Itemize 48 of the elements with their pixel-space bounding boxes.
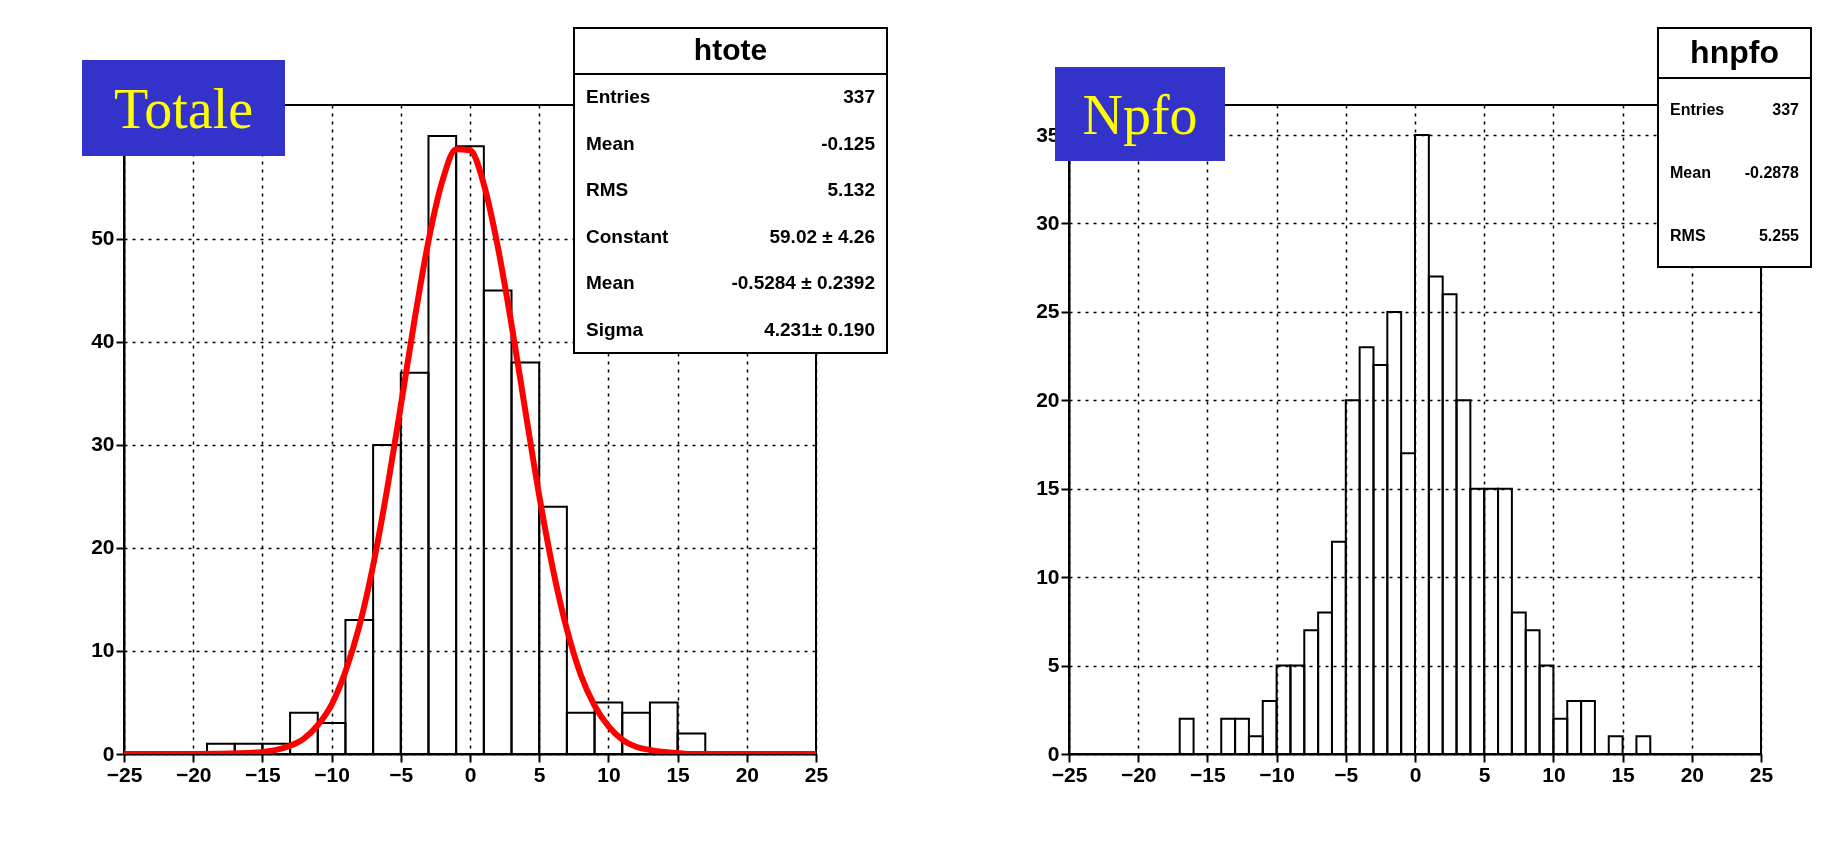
- y-tick-label: 40: [91, 329, 115, 353]
- text: RMS 5.255: [1670, 226, 1799, 244]
- x-tick-label: 5: [533, 762, 546, 786]
- y-tick-label: 20: [91, 535, 115, 559]
- text: hnpfo: [1690, 34, 1779, 70]
- y-tick-label: 0: [1047, 741, 1060, 765]
- x-tick-label: −10: [1259, 762, 1295, 786]
- y-tick-label: 10: [91, 638, 115, 662]
- x-tick-label: 20: [1680, 762, 1704, 786]
- x-tick-label: 10: [1542, 762, 1566, 786]
- text: htote: [693, 33, 768, 66]
- y-tick-label: 30: [1036, 210, 1060, 234]
- text: Mean -0.125: [586, 132, 875, 154]
- x-tick-label: −15: [1190, 762, 1227, 786]
- y-tick-label: 20: [1036, 387, 1060, 411]
- x-tick-label: 0: [1409, 762, 1422, 786]
- chart-title: Totale: [113, 78, 254, 140]
- y-tick-label: 50: [91, 226, 115, 250]
- text: Entries 337: [1670, 100, 1799, 118]
- x-tick-label: −20: [1120, 762, 1157, 786]
- text: Mean -0.5284 ± 0.2392: [586, 272, 875, 294]
- x-tick-label: −20: [175, 762, 212, 786]
- y-tick-label: 30: [91, 432, 115, 456]
- x-tick-label: 25: [1749, 762, 1774, 786]
- text: Sigma 4.231± 0.190: [586, 318, 875, 340]
- x-tick-label: 5: [1478, 762, 1491, 786]
- x-tick-label: −25: [1051, 762, 1088, 786]
- text: Mean -0.2878: [1670, 163, 1799, 181]
- x-tick-label: −5: [1334, 762, 1359, 786]
- y-tick-label: 0: [102, 741, 115, 765]
- y-tick-label: 15: [1036, 476, 1060, 500]
- x-tick-label: 0: [464, 762, 477, 786]
- x-tick-label: −10: [314, 762, 350, 786]
- x-tick-label: 20: [735, 762, 759, 786]
- y-tick-label: 25: [1036, 299, 1060, 323]
- x-tick-label: −15: [245, 762, 282, 786]
- text: Entries 337: [586, 86, 875, 108]
- y-tick-label: 10: [1036, 564, 1060, 588]
- x-tick-label: 10: [597, 762, 621, 786]
- x-tick-label: 15: [1611, 762, 1636, 786]
- x-tick-label: −5: [389, 762, 414, 786]
- x-tick-label: 25: [804, 762, 829, 786]
- x-tick-label: −25: [106, 762, 143, 786]
- chart-title: Npfo: [1082, 84, 1198, 146]
- y-tick-label: 5: [1047, 653, 1060, 677]
- text: Constant 59.02 ± 4.26: [586, 225, 875, 247]
- text: RMS 5.132: [586, 179, 875, 201]
- x-tick-label: 15: [666, 762, 691, 786]
